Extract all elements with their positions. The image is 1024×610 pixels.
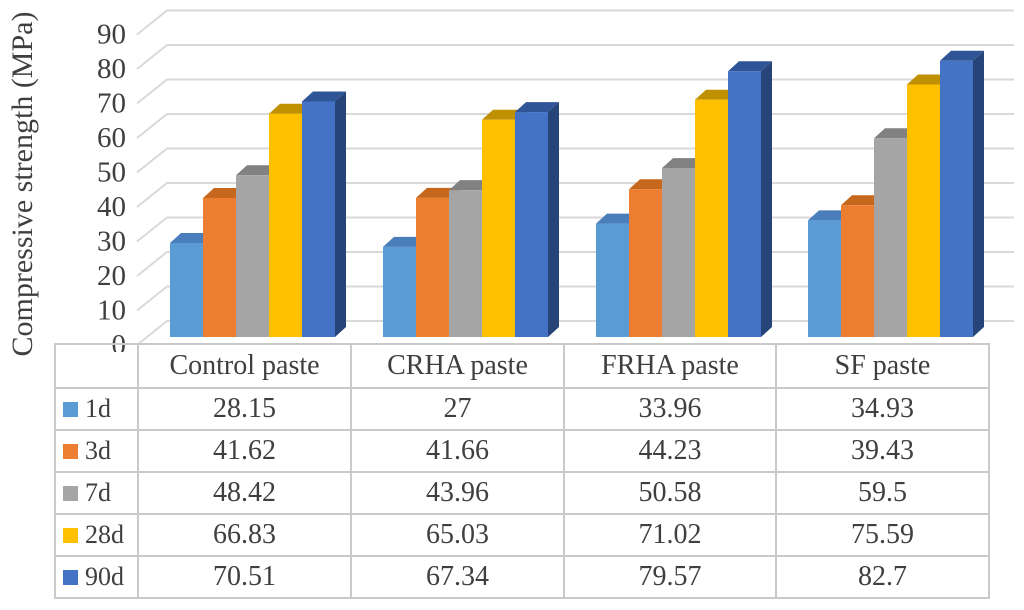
- bar-3d-control-paste: [203, 197, 236, 337]
- value-1d-frha-paste: 33.96: [563, 387, 777, 431]
- legend-cell-90d: 90d: [54, 555, 139, 599]
- bar-28d-frha-paste: [695, 99, 728, 337]
- legend-label-7d: 7d: [85, 478, 111, 507]
- table-header-row: Control paste CRHA paste FRHA paste SF past…: [54, 343, 990, 389]
- table-corner-cell: [54, 343, 139, 389]
- yaxis-tick-label-10: 10: [97, 295, 126, 327]
- bar-90d-crha-paste-side: [548, 102, 559, 337]
- yaxis-tick-label-40: 40: [97, 191, 126, 223]
- legend-swatch-1d: [63, 401, 78, 417]
- bar-1d-sf-paste: [808, 220, 841, 337]
- gridline-90: [136, 9, 1014, 36]
- legend-swatch-3d: [63, 443, 78, 459]
- table-col-header-frha-paste: FRHA paste: [563, 343, 777, 389]
- value-3d-control-paste: 41.62: [137, 429, 352, 473]
- legend-cell-1d: 1d: [54, 387, 139, 431]
- legend-cell-7d: 7d: [54, 471, 139, 515]
- legend-label-90d: 90d: [85, 562, 124, 591]
- bar-1d-crha-paste: [383, 246, 416, 337]
- value-7d-sf-paste: 59.5: [775, 471, 990, 515]
- value-7d-frha-paste: 50.58: [563, 471, 777, 515]
- value-28d-control-paste: 66.83: [137, 513, 352, 557]
- bar-90d-sf-paste-top: [940, 50, 984, 61]
- legend-label-3d: 3d: [85, 436, 111, 465]
- legend-cell-28d: 28d: [54, 513, 139, 557]
- value-90d-frha-paste: 79.57: [563, 555, 777, 599]
- bar-7d-sf-paste: [874, 138, 907, 337]
- table-row-1d: 1d 28.15 27 33.96 34.93: [54, 387, 990, 431]
- value-3d-sf-paste: 39.43: [775, 429, 990, 473]
- bar-3d-crha-paste: [416, 197, 449, 337]
- table-row-90d: 90d 70.51 67.34 79.57 82.7: [54, 555, 990, 599]
- bar-90d-sf-paste-side: [973, 50, 984, 337]
- yaxis-tick-label-60: 60: [97, 122, 126, 154]
- bar-1d-control-paste: [170, 242, 203, 337]
- value-28d-sf-paste: 75.59: [775, 513, 990, 557]
- value-90d-crha-paste: 67.34: [350, 555, 565, 599]
- value-90d-control-paste: 70.51: [137, 555, 352, 599]
- yaxis-tick-label-20: 20: [97, 260, 126, 292]
- bar-90d-control-paste-top: [302, 91, 346, 102]
- value-1d-crha-paste: 27: [350, 387, 565, 431]
- chart-data-table: Control paste CRHA paste FRHA paste SF past…: [54, 343, 990, 599]
- table-col-header-crha-paste: CRHA paste: [350, 343, 565, 389]
- yaxis-tick-label-70: 70: [97, 88, 126, 120]
- bar-90d-control-paste-side: [335, 91, 346, 337]
- legend-swatch-90d: [63, 569, 78, 585]
- value-1d-control-paste: 28.15: [137, 387, 352, 431]
- table-col-header-control-paste: Control paste: [137, 343, 352, 389]
- table-row-28d: 28d 66.83 65.03 71.02 75.59: [54, 513, 990, 557]
- bar-3d-frha-paste: [629, 189, 662, 337]
- yaxis-tick-label-90: 90: [97, 19, 126, 51]
- value-1d-sf-paste: 34.93: [775, 387, 990, 431]
- gridline-80: [136, 44, 1014, 70]
- value-7d-crha-paste: 43.96: [350, 471, 565, 515]
- table-row-3d: 3d 41.62 41.66 44.23 39.43: [54, 429, 990, 473]
- legend-label-28d: 28d: [85, 520, 124, 549]
- bar-90d-control-paste: [302, 101, 335, 337]
- bar-7d-crha-paste: [449, 190, 482, 337]
- bar-90d-crha-paste: [515, 112, 548, 337]
- bar-90d-sf-paste: [940, 60, 973, 337]
- legend-swatch-28d: [63, 527, 78, 543]
- bar-28d-sf-paste: [907, 84, 940, 337]
- bar-90d-frha-paste-side: [761, 61, 772, 337]
- legend-swatch-7d: [63, 485, 78, 501]
- bar-28d-control-paste: [269, 113, 302, 337]
- bar-3d-sf-paste: [841, 205, 874, 337]
- value-7d-control-paste: 48.42: [137, 471, 352, 515]
- legend-label-1d: 1d: [85, 394, 111, 423]
- legend-cell-3d: 3d: [54, 429, 139, 473]
- value-90d-sf-paste: 82.7: [775, 555, 990, 599]
- yaxis-tick-label-80: 80: [97, 53, 126, 85]
- gridline-70: [136, 78, 1014, 105]
- value-28d-crha-paste: 65.03: [350, 513, 565, 557]
- yaxis-tick-label-50: 50: [97, 157, 126, 189]
- bar-7d-frha-paste: [662, 168, 695, 337]
- value-3d-frha-paste: 44.23: [563, 429, 777, 473]
- bar-1d-frha-paste: [596, 223, 629, 337]
- table-row-7d: 7d 48.42 43.96 50.58 59.5: [54, 471, 990, 515]
- bar-90d-crha-paste-top: [515, 102, 559, 113]
- value-3d-crha-paste: 41.66: [350, 429, 565, 473]
- bar-28d-crha-paste: [482, 119, 515, 337]
- yaxis-tick-label-30: 30: [97, 226, 126, 258]
- bar-90d-frha-paste: [728, 71, 761, 337]
- bar-7d-control-paste: [236, 175, 269, 337]
- bar-90d-frha-paste-top: [728, 61, 772, 72]
- value-28d-frha-paste: 71.02: [563, 513, 777, 557]
- table-col-header-sf-paste: SF paste: [775, 343, 990, 389]
